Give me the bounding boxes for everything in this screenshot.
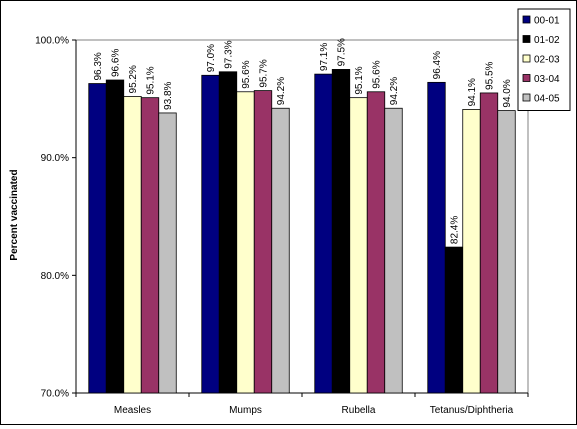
legend-swatch <box>522 35 531 43</box>
legend-swatch <box>522 74 531 82</box>
data-label: 95.1% <box>146 66 157 94</box>
data-label: 82.4% <box>450 216 461 244</box>
data-label: 96.3% <box>93 52 104 80</box>
data-label: 95.6% <box>372 60 383 88</box>
legend-swatch <box>522 54 531 63</box>
bar <box>105 79 125 394</box>
bar <box>253 90 273 394</box>
bar <box>479 92 499 394</box>
bar <box>462 109 481 394</box>
legend-label: 03-04 <box>534 74 560 85</box>
bar <box>201 74 220 394</box>
data-label: 95.5% <box>485 61 496 89</box>
x-axis: Measles Mumps Rubella Tetanus/Diphtheria <box>75 392 529 416</box>
y-tick-label: 100.0% <box>35 36 69 47</box>
bars <box>88 69 516 394</box>
legend-swatch <box>522 93 531 102</box>
x-tick-label: Rubella <box>342 405 376 416</box>
y-tick-label: 90.0% <box>41 153 69 164</box>
bar <box>331 69 351 394</box>
legend-label: 00-01 <box>534 16 560 27</box>
y-tick-label: 80.0% <box>41 271 69 282</box>
data-label: 95.1% <box>354 66 365 94</box>
data-label: 95.2% <box>128 65 139 93</box>
legend-label: 01-02 <box>534 35 560 46</box>
legend-label: 02-03 <box>534 55 560 66</box>
data-label: 93.8% <box>163 81 174 109</box>
x-tick-label: Tetanus/Diphtheria <box>430 405 514 416</box>
data-label: 94.0% <box>502 79 513 107</box>
x-tick-label: Mumps <box>229 405 262 416</box>
data-label: 97.1% <box>319 43 330 71</box>
data-label: 97.5% <box>337 38 348 66</box>
bar <box>314 73 333 394</box>
bar <box>236 91 255 394</box>
bar <box>271 107 290 394</box>
legend-label: 04-05 <box>534 94 560 105</box>
bar <box>497 110 516 394</box>
data-label: 94.1% <box>467 78 478 106</box>
legend-swatch <box>522 15 531 24</box>
bar <box>140 97 160 394</box>
legend: 00-01 01-02 02-03 03-04 04-05 <box>517 8 571 111</box>
bar <box>384 107 403 394</box>
y-tick-label: 70.0% <box>41 389 69 400</box>
data-labels: 96.3% 96.6% 95.2% 95.1% 93.8% 97.0% 97.3% 95.6%… <box>93 38 513 244</box>
data-label: 94.2% <box>389 77 400 105</box>
bar <box>427 81 446 394</box>
data-label: 94.2% <box>276 77 287 105</box>
data-label: 95.7% <box>259 59 270 87</box>
bar <box>158 112 177 394</box>
y-axis: 70.0% 80.0% 90.0% 100.0% <box>35 36 77 400</box>
bar <box>444 246 464 394</box>
bar <box>88 83 107 394</box>
y-axis-title: Percent vaccinated <box>9 169 20 260</box>
bar <box>218 71 238 394</box>
data-label: 96.4% <box>432 51 443 79</box>
data-label: 96.6% <box>111 49 122 77</box>
data-label: 97.0% <box>206 44 217 72</box>
data-label: 95.6% <box>241 60 252 88</box>
bar <box>366 91 386 394</box>
x-tick-label: Measles <box>114 405 151 416</box>
bar <box>349 97 368 394</box>
bar <box>123 96 142 394</box>
data-label: 97.3% <box>224 40 235 68</box>
